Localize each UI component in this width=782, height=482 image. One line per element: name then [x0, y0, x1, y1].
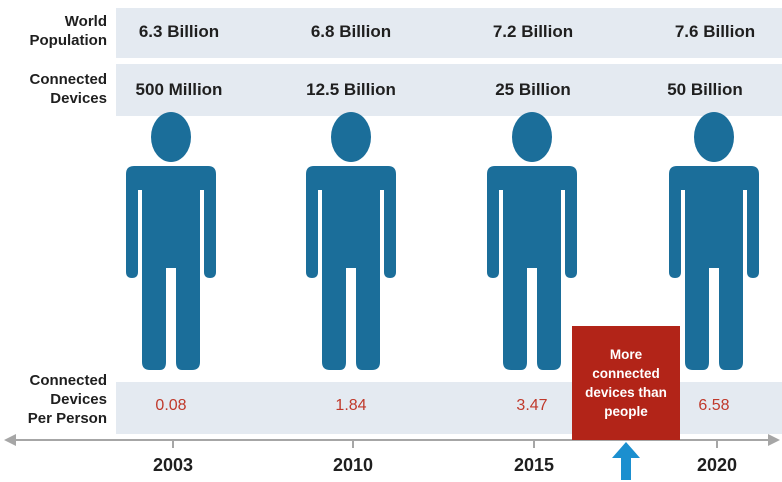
- year-label: 2020: [696, 455, 738, 475]
- up-arrow-icon: [612, 442, 640, 480]
- population-value: 7.6 Billion: [674, 22, 756, 41]
- population-value: 6.8 Billion: [310, 22, 392, 41]
- per-person-value: 1.84: [335, 397, 367, 414]
- year-label: 2015: [513, 455, 555, 475]
- year-label: 2010: [332, 455, 374, 475]
- person-icon: [126, 112, 216, 370]
- callout-box: More connected devices than people: [572, 326, 680, 440]
- world-population-label: World Population: [29, 13, 108, 49]
- devices-value: 25 Billion: [495, 80, 571, 99]
- callout-text: More connected devices than people: [585, 347, 667, 419]
- per-person-value: 6.58: [698, 397, 730, 414]
- population-band: [116, 8, 782, 58]
- devices-per-person-label: Connected Devices Per Person: [27, 372, 107, 427]
- population-value: 6.3 Billion: [138, 22, 220, 41]
- devices-value: 12.5 Billion: [306, 80, 396, 99]
- devices-value: 50 Billion: [667, 80, 743, 99]
- person-icon: [487, 112, 577, 370]
- per-person-value: 0.08: [155, 397, 187, 414]
- year-label: 2003: [152, 455, 194, 475]
- person-icon: [306, 112, 396, 370]
- devices-band: [116, 64, 782, 116]
- connected-devices-label: Connected Devices: [29, 71, 107, 107]
- devices-value: 500 Million: [135, 80, 223, 99]
- per-person-value: 3.47: [516, 397, 548, 414]
- timeline-axis: [4, 434, 780, 448]
- person-icon: [669, 112, 759, 370]
- population-value: 7.2 Billion: [492, 22, 574, 41]
